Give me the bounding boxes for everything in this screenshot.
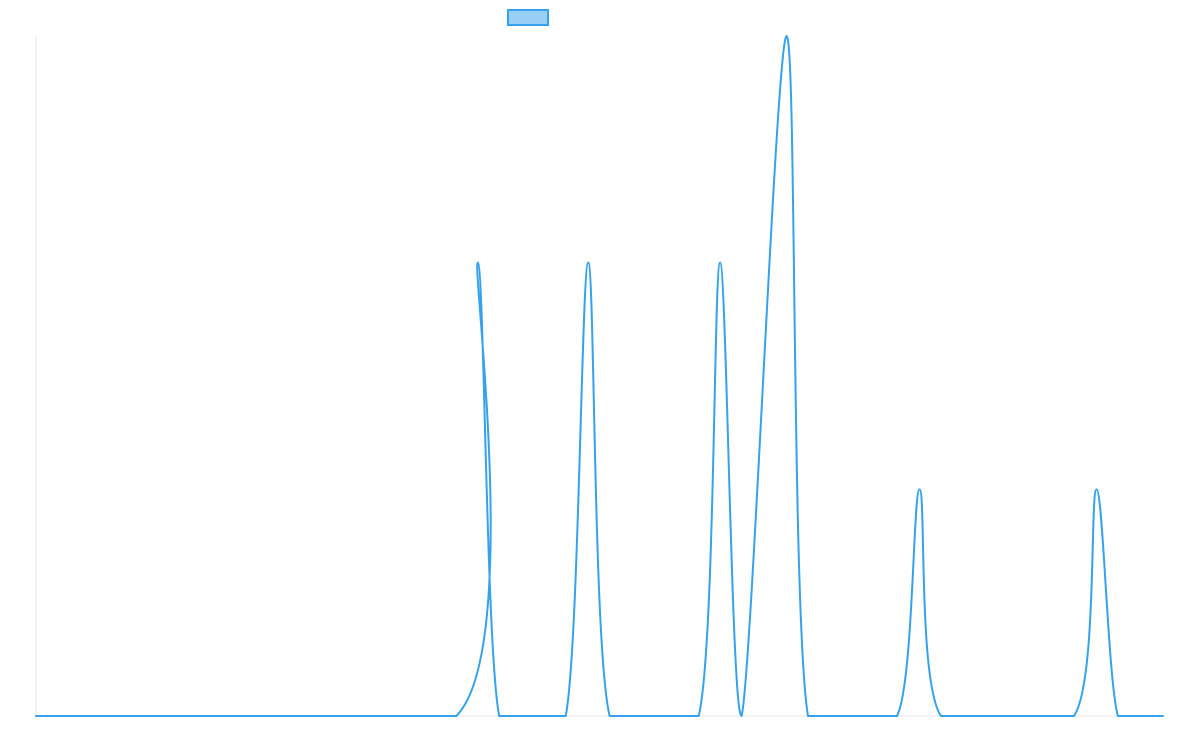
- series-line: [35, 35, 1164, 718]
- legend[interactable]: [507, 9, 549, 26]
- series-layer: [35, 35, 1164, 718]
- legend-swatch[interactable]: [507, 9, 549, 26]
